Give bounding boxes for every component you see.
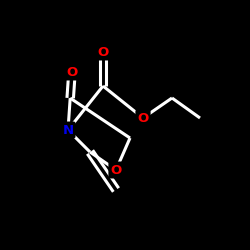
Text: N: N [62, 124, 74, 136]
Text: O: O [110, 164, 122, 176]
Text: O: O [138, 112, 148, 124]
Text: O: O [98, 46, 108, 59]
Text: O: O [66, 66, 78, 78]
